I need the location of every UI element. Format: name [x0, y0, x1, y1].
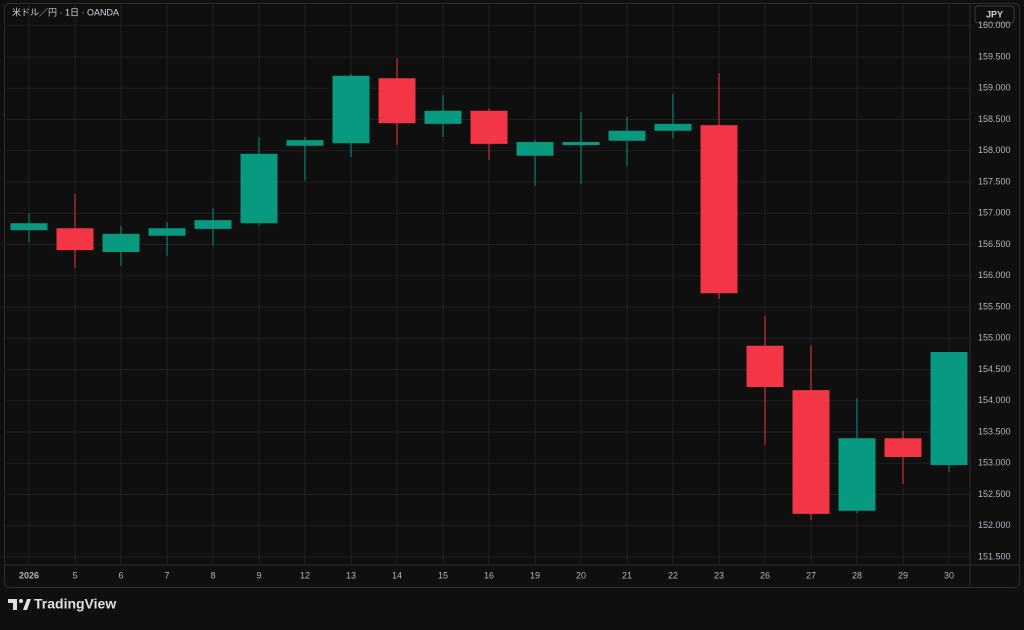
candle-body — [516, 142, 554, 156]
x-tick-label: 21 — [622, 570, 632, 580]
x-tick-label: 26 — [760, 570, 770, 580]
x-tick-label: 6 — [118, 570, 123, 580]
y-tick-label: 157.000 — [978, 208, 1011, 218]
x-tick-label: 8 — [210, 570, 215, 580]
candle-body — [884, 438, 922, 457]
brand-logo — [8, 599, 31, 610]
x-tick-label: 15 — [438, 570, 448, 580]
x-tick-label: 29 — [898, 570, 908, 580]
x-tick-label: 13 — [346, 570, 356, 580]
candle-body — [700, 125, 738, 294]
candle-body — [470, 110, 508, 144]
y-tick-label: 160.000 — [978, 20, 1011, 30]
candle-body — [654, 123, 692, 131]
y-tick-label: 154.500 — [978, 364, 1011, 374]
x-tick-label: 20 — [576, 570, 586, 580]
x-tick-label: 16 — [484, 570, 494, 580]
x-tick-label: 14 — [392, 570, 402, 580]
y-tick-label: 151.500 — [978, 551, 1011, 561]
y-tick-label: 155.000 — [978, 333, 1011, 343]
logo-mark — [23, 599, 31, 610]
candle-body — [10, 223, 48, 231]
x-tick-label: 5 — [72, 570, 77, 580]
candle-body — [148, 228, 186, 236]
y-tick-label: 156.500 — [978, 239, 1011, 249]
x-tick-label: 22 — [668, 570, 678, 580]
y-tick-label: 158.000 — [978, 145, 1011, 155]
y-tick-label: 152.000 — [978, 520, 1011, 530]
x-tick-label: 9 — [256, 570, 261, 580]
logo-dot — [19, 599, 23, 603]
candle-body — [838, 438, 876, 511]
x-tick-label: 7 — [164, 570, 169, 580]
candle-body — [746, 345, 784, 387]
y-tick-label: 159.500 — [978, 51, 1011, 61]
y-tick-label: 156.000 — [978, 270, 1011, 280]
candle-body — [792, 390, 830, 514]
y-tick-label: 159.000 — [978, 83, 1011, 93]
candle-body — [332, 75, 370, 144]
candles — [10, 58, 968, 521]
y-tick-label: 153.000 — [978, 458, 1011, 468]
currency-button[interactable] — [974, 5, 1015, 24]
chart-title: 米ドル／円 · 1日 · OANDA — [12, 6, 119, 17]
candle-body — [378, 78, 416, 124]
x-tick-label: 23 — [714, 570, 724, 580]
candle-body — [194, 220, 232, 229]
y-tick-label: 153.500 — [978, 426, 1011, 436]
y-tick-label: 154.000 — [978, 395, 1011, 405]
currency-label[interactable]: JPY — [986, 9, 1003, 19]
x-tick-label: 30 — [944, 570, 954, 580]
candle-body — [562, 142, 600, 146]
x-tick-label: 12 — [300, 570, 310, 580]
y-tick-label: 152.500 — [978, 489, 1011, 499]
chart-panel — [4, 3, 1020, 588]
candle-body — [608, 130, 646, 141]
logo-mark — [8, 599, 17, 610]
x-tick-label: 2026 — [19, 570, 39, 580]
candle-body — [102, 233, 140, 252]
candle-body — [56, 228, 94, 251]
y-tick-label: 157.500 — [978, 176, 1011, 186]
x-tick-label: 19 — [530, 570, 540, 580]
candle-body — [240, 153, 278, 224]
candle-body — [930, 352, 968, 466]
candle-body — [424, 110, 462, 124]
x-tick-label: 28 — [852, 570, 862, 580]
y-tick-label: 158.500 — [978, 114, 1011, 124]
candle-body — [286, 140, 324, 146]
x-tick-label: 27 — [806, 570, 816, 580]
brand-name: TradingView — [34, 596, 116, 612]
y-tick-label: 155.500 — [978, 301, 1011, 311]
